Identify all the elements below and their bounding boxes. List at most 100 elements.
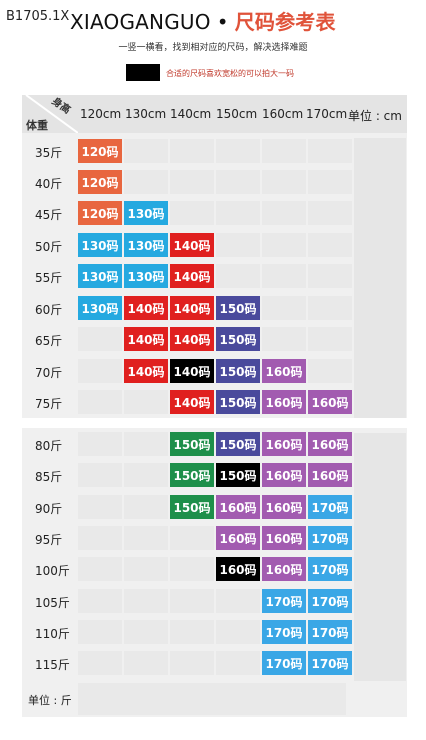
empty-cell bbox=[170, 557, 214, 581]
size-chip: 160码 bbox=[262, 557, 306, 581]
size-chip: 120码 bbox=[78, 170, 122, 194]
empty-cell bbox=[124, 651, 168, 675]
weight-label: 80斤 bbox=[35, 439, 63, 453]
weight-label: 50斤 bbox=[35, 240, 63, 254]
size-chip: 140码 bbox=[170, 264, 214, 288]
empty-cell bbox=[78, 651, 122, 675]
empty-cell bbox=[216, 170, 260, 194]
empty-cell bbox=[170, 589, 214, 613]
weight-label: 35斤 bbox=[35, 146, 63, 160]
weight-label: 90斤 bbox=[35, 502, 63, 516]
size-chip: 140码 bbox=[170, 296, 214, 320]
size-chip: 160码 bbox=[262, 359, 306, 383]
empty-cell bbox=[308, 264, 352, 288]
size-chip: 150码 bbox=[216, 432, 260, 456]
corner-weight-label: 体重 bbox=[26, 119, 48, 132]
weight-label: 55斤 bbox=[35, 271, 63, 285]
empty-cell bbox=[78, 463, 122, 487]
empty-cell bbox=[216, 589, 260, 613]
column-header: 170cm bbox=[306, 107, 348, 121]
size-chip: 160码 bbox=[308, 390, 352, 414]
empty-cell bbox=[170, 170, 214, 194]
size-chip: 140码 bbox=[124, 327, 168, 351]
weight-label: 95斤 bbox=[35, 533, 63, 547]
unit-label: 单位 : 斤 bbox=[28, 694, 72, 707]
empty-cell bbox=[308, 233, 352, 257]
size-chip: 170码 bbox=[308, 620, 352, 644]
size-chip: 150码 bbox=[170, 463, 214, 487]
empty-cell bbox=[78, 495, 122, 519]
empty-cell bbox=[308, 359, 352, 383]
empty-cell bbox=[216, 139, 260, 163]
empty-cell bbox=[124, 557, 168, 581]
size-chip: 160码 bbox=[262, 495, 306, 519]
size-chip: 140码 bbox=[170, 359, 214, 383]
size-chip: 140码 bbox=[170, 327, 214, 351]
empty-cell bbox=[124, 139, 168, 163]
empty-cell bbox=[78, 589, 122, 613]
column-header: 140cm bbox=[170, 107, 212, 121]
legend-text: 合适的尺码喜欢宽松的可以拍大一码 bbox=[166, 69, 294, 78]
empty-cell bbox=[124, 390, 168, 414]
empty-cell bbox=[124, 495, 168, 519]
legend-swatch bbox=[126, 64, 160, 81]
empty-cell bbox=[124, 589, 168, 613]
size-chip: 150码 bbox=[216, 296, 260, 320]
empty-cell bbox=[308, 296, 352, 320]
empty-cell bbox=[308, 139, 352, 163]
size-chip: 130码 bbox=[78, 264, 122, 288]
empty-cell bbox=[124, 463, 168, 487]
empty-cell bbox=[308, 327, 352, 351]
column-header: 150cm bbox=[216, 107, 258, 121]
corner-diagonal bbox=[25, 95, 78, 133]
column-header: 130cm bbox=[125, 107, 167, 121]
column-header: 160cm bbox=[262, 107, 304, 121]
size-chip: 170码 bbox=[308, 557, 352, 581]
size-chip: 160码 bbox=[262, 432, 306, 456]
weight-label: 65斤 bbox=[35, 334, 63, 348]
empty-cell bbox=[216, 620, 260, 644]
empty-cell bbox=[78, 557, 122, 581]
brand-separator: • bbox=[216, 10, 229, 34]
size-chip: 160码 bbox=[308, 463, 352, 487]
weight-label: 85斤 bbox=[35, 470, 63, 484]
size-chip: 150码 bbox=[170, 495, 214, 519]
size-chip: 130码 bbox=[124, 233, 168, 257]
empty-cell bbox=[124, 526, 168, 550]
section-separator bbox=[22, 418, 407, 428]
empty-cell bbox=[170, 526, 214, 550]
size-chip: 160码 bbox=[308, 432, 352, 456]
weight-label: 110斤 bbox=[35, 627, 70, 641]
weight-label: 115斤 bbox=[35, 658, 70, 672]
size-chip: 130码 bbox=[124, 201, 168, 225]
size-chip: 120码 bbox=[78, 201, 122, 225]
size-chip: 170码 bbox=[262, 651, 306, 675]
empty-cell bbox=[308, 170, 352, 194]
empty-cell bbox=[78, 526, 122, 550]
size-chip: 140码 bbox=[170, 390, 214, 414]
footer-cell bbox=[78, 683, 346, 715]
size-chip: 160码 bbox=[262, 526, 306, 550]
empty-cell bbox=[124, 432, 168, 456]
weight-label: 100斤 bbox=[35, 564, 70, 578]
size-chip: 150码 bbox=[216, 359, 260, 383]
weight-label: 75斤 bbox=[35, 397, 63, 411]
empty-cell bbox=[170, 139, 214, 163]
empty-cell bbox=[78, 327, 122, 351]
header-row bbox=[22, 95, 407, 133]
size-chip: 130码 bbox=[78, 296, 122, 320]
empty-cell bbox=[124, 170, 168, 194]
subtitle: 一竖一横看，找到相对应的尺码，解决选择难题 bbox=[118, 43, 308, 53]
empty-cell bbox=[262, 296, 306, 320]
column-header: 单位 : cm bbox=[348, 109, 402, 123]
empty-cell bbox=[216, 651, 260, 675]
size-chip: 170码 bbox=[308, 526, 352, 550]
empty-cell bbox=[170, 620, 214, 644]
unit-column bbox=[354, 433, 406, 681]
size-chip: 140码 bbox=[124, 296, 168, 320]
empty-cell bbox=[262, 327, 306, 351]
page-title: 尺码参考表 bbox=[234, 10, 336, 34]
empty-cell bbox=[78, 390, 122, 414]
size-chip: 170码 bbox=[262, 589, 306, 613]
column-header: 120cm bbox=[80, 107, 122, 121]
